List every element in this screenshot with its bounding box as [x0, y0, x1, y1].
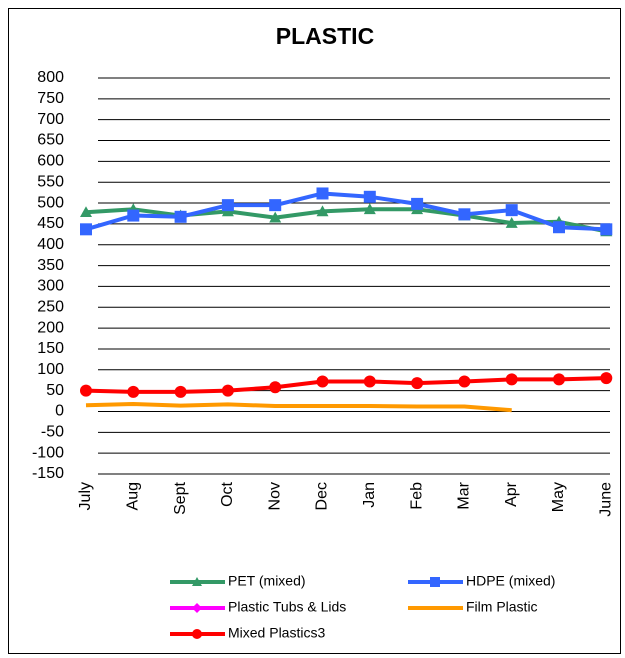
x-tick-label: Nov — [266, 482, 283, 510]
y-tick-label: 100 — [37, 361, 64, 378]
data-point — [174, 210, 187, 223]
data-point — [458, 375, 471, 388]
y-tick-label: 400 — [37, 236, 64, 253]
data-point — [505, 373, 518, 386]
x-tick-label: Oct — [219, 481, 236, 506]
legend-marker — [192, 603, 202, 613]
data-point — [411, 377, 424, 390]
x-tick-label: Aug — [125, 482, 142, 510]
legend-label: Film Plastic — [466, 599, 538, 615]
data-point — [316, 205, 329, 217]
y-tick-label: -150 — [32, 465, 64, 482]
data-point — [363, 203, 376, 215]
series-line — [85, 401, 512, 413]
data-point — [80, 384, 92, 397]
x-tick-label: Apr — [503, 481, 520, 507]
series-line — [85, 207, 607, 234]
series-line — [85, 191, 607, 232]
data-point — [80, 206, 92, 218]
y-tick-label: 300 — [37, 278, 64, 295]
y-tick-label: 700 — [37, 111, 64, 128]
y-tick-label: 150 — [37, 340, 64, 357]
data-point — [505, 204, 518, 217]
legend-marker — [192, 577, 202, 586]
y-tick-label: 650 — [37, 132, 64, 149]
y-tick-label: 500 — [37, 194, 64, 211]
legend-label: Mixed Plastics3 — [228, 625, 325, 641]
chart-border — [8, 8, 621, 654]
legend-marker — [430, 577, 440, 587]
y-tick-label: 800 — [37, 69, 64, 86]
data-point — [363, 375, 376, 388]
x-tick-label: Mar — [456, 481, 473, 509]
y-tick-label: 0 — [55, 403, 64, 420]
data-point — [221, 199, 234, 212]
chart-title: PLASTIC — [276, 23, 374, 49]
y-tick-label: 450 — [37, 215, 64, 232]
y-tick-label: 550 — [37, 173, 64, 190]
x-tick-label: Dec — [314, 482, 331, 510]
legend-marker — [192, 629, 202, 639]
legend-label: Plastic Tubs & Lids — [228, 599, 346, 615]
x-tick-label: Feb — [408, 482, 425, 510]
legend-label: HDPE (mixed) — [466, 573, 555, 589]
x-tick-label: May — [550, 482, 567, 512]
data-point — [316, 375, 329, 388]
y-tick-label: -100 — [32, 444, 64, 461]
data-point — [80, 223, 92, 236]
data-point — [458, 208, 471, 221]
y-tick-label: 250 — [37, 298, 64, 315]
y-tick-label: 200 — [37, 319, 64, 336]
data-point — [269, 381, 282, 394]
data-point — [174, 385, 187, 398]
data-point — [600, 372, 613, 385]
data-point — [363, 190, 376, 203]
x-tick-label: Jan — [361, 482, 378, 508]
data-point — [553, 221, 565, 234]
data-point — [505, 217, 518, 228]
data-point — [127, 209, 140, 222]
y-tick-label: -50 — [41, 424, 64, 441]
x-tick-label: June — [598, 482, 615, 517]
y-tick-label: 50 — [46, 382, 64, 399]
legend-label: PET (mixed) — [228, 573, 306, 589]
data-point — [127, 385, 140, 398]
data-point — [411, 197, 424, 210]
y-tick-label: 600 — [37, 153, 64, 170]
data-point — [269, 199, 282, 212]
y-tick-label: 750 — [37, 90, 64, 107]
data-point — [553, 373, 565, 386]
data-point — [269, 211, 282, 223]
x-tick-label: Sept — [172, 481, 189, 514]
x-tick-label: July — [77, 482, 94, 510]
data-point — [600, 223, 613, 236]
y-tick-label: 350 — [37, 257, 64, 274]
data-point — [316, 187, 329, 200]
series-line — [85, 376, 607, 394]
data-point — [221, 384, 234, 397]
